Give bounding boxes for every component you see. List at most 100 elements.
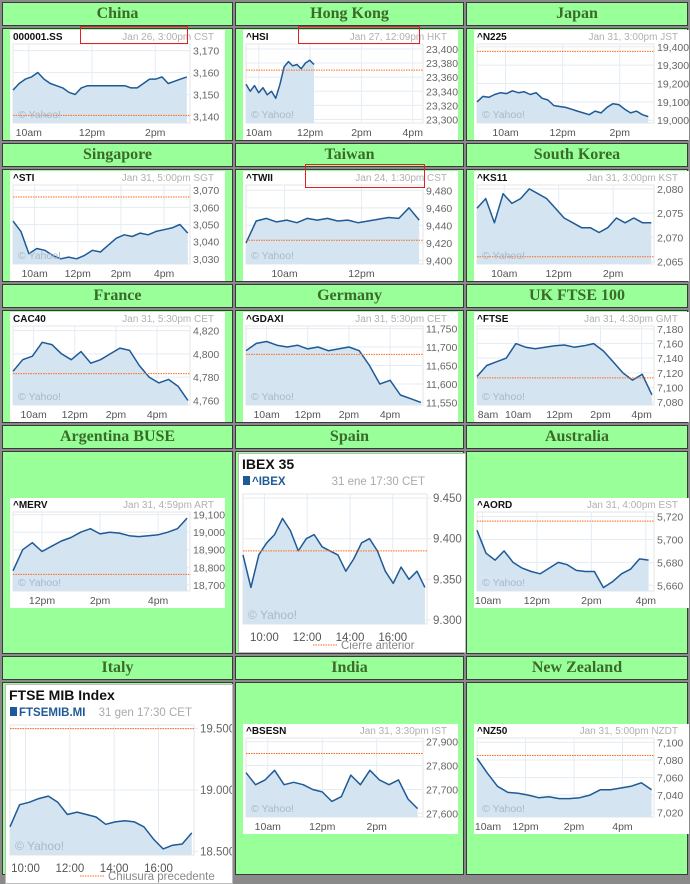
y-tick-label: 9,480 — [426, 185, 452, 197]
series-line — [12, 517, 188, 571]
series-area — [13, 220, 188, 264]
x-tick-label: 12pm — [297, 127, 324, 139]
chart-widget[interactable]: 5,660 5,680 5,700 5,720 10am 12pm 2pm 4pm © Yaho… — [474, 497, 689, 608]
series-line — [9, 795, 193, 850]
series-line — [12, 341, 189, 401]
market-title: Hong Kong — [235, 2, 464, 26]
chart-widget[interactable]: 18,700 18,800 18,900 19,000 19,100 12pm 2pm 4pm… — [10, 497, 225, 608]
series-line — [476, 529, 649, 588]
y-tick-label: 3,050 — [193, 219, 219, 231]
chart-widget[interactable]: 7,020 7,040 7,060 7,080 7,100 10am 12pm 2pm 4pm ©… — [474, 723, 689, 834]
x-tick-label: 10am — [16, 127, 43, 139]
chart-cell: 19,000 19,100 19,200 19,300 19,400 10am 12pm 2p… — [466, 28, 689, 141]
x-tick-label: 10am — [255, 821, 282, 833]
y-tick-label: 9,440 — [426, 220, 452, 232]
timestamp: Jan 31, 5:30pm CET — [122, 314, 214, 325]
y-tick-label: 27,800 — [426, 760, 458, 772]
market-title: UK FTSE 100 — [466, 284, 688, 308]
x-tick-label: 4pm — [380, 409, 401, 421]
symbol-label: ^N225 — [477, 32, 507, 43]
x-tick-label: 12pm — [295, 409, 322, 421]
x-tick-label: 2pm — [603, 268, 624, 280]
series-line — [12, 220, 189, 260]
yahoo-watermark: © Yahoo! — [482, 391, 525, 403]
symbol-label: CAC40 — [13, 314, 46, 325]
chart-cell: 5,660 5,680 5,700 5,720 10am 12pm 2pm 4pm © Yaho… — [466, 451, 689, 654]
market-title: Italy — [2, 656, 233, 680]
y-tick-label: 27,700 — [426, 784, 458, 796]
symbol-label: FTSEMIB.MI — [19, 707, 85, 719]
chart-widget[interactable]: 19,000 19,100 19,200 19,300 19,400 10am 12pm 2p… — [474, 29, 689, 140]
market-title: Taiwan — [235, 143, 464, 167]
y-tick-label: 19,100 — [657, 96, 689, 108]
chart-widget[interactable]: 3,140 3,150 3,160 3,170 10am 12pm 2pm © Yahoo! 0… — [10, 25, 225, 140]
yahoo-watermark: © Yahoo! — [251, 391, 294, 403]
series-area — [13, 72, 187, 123]
chart-widget[interactable]: 18.500 19.000 19.500 10:00 12:00 14:00 16:00 © … — [5, 684, 233, 884]
x-tick-label: 10am — [21, 268, 48, 280]
chart-widget[interactable]: 7,080 7,100 7,120 7,140 7,160 7,180 8am 10am 12p… — [474, 311, 689, 422]
chart-widget[interactable]: 2,065 2,070 2,075 2,080 10am 12pm 2pm © Yahoo! ^… — [474, 170, 689, 281]
series-line — [476, 89, 649, 117]
market-title: Germany — [235, 284, 464, 308]
x-tick-label: 10am — [505, 409, 532, 421]
y-tick-label: 19,400 — [657, 41, 689, 53]
chart-widget[interactable]: 27,600 27,700 27,800 27,900 10am 12pm 2pm © Yah… — [243, 723, 458, 834]
chart-cell: 9.300 9.350 9.400 9.450 10:00 12:00 14:00 16:00… — [235, 451, 466, 654]
x-tick-label: 10am — [20, 409, 47, 421]
y-tick-label: 19.500 — [200, 724, 232, 736]
line-chart: 23,300 23,320 23,340 23,360 23,380 23,400 10am… — [245, 32, 458, 139]
y-tick-label: 9.450 — [433, 493, 462, 505]
y-tick-label: 2,075 — [657, 208, 683, 220]
chart-cell: 18,700 18,800 18,900 19,000 19,100 12pm 2pm 4pm… — [2, 451, 233, 654]
y-tick-label: 19,300 — [657, 60, 689, 72]
series-line — [476, 342, 653, 395]
x-tick-label: 4pm — [154, 268, 175, 280]
y-tick-label: 3,040 — [193, 236, 219, 248]
chart-widget[interactable]: 4,760 4,780 4,800 4,820 10am 12pm 2pm 4pm © Yaho… — [10, 311, 225, 422]
y-tick-label: 4,780 — [193, 372, 219, 384]
series-line — [245, 58, 315, 99]
timestamp: Jan 26, 3:00pm CST — [122, 32, 214, 43]
symbol-label: ^IBEX — [252, 476, 286, 488]
series-line — [245, 340, 422, 403]
timestamp: Jan 31, 4:59pm ART — [123, 500, 214, 511]
line-chart: 2,065 2,070 2,075 2,080 10am 12pm 2pm © Yahoo! ^… — [476, 173, 683, 280]
y-tick-label: 19,000 — [657, 115, 689, 127]
symbol-label: ^HSI — [246, 32, 269, 43]
y-tick-label: 9.300 — [433, 615, 462, 627]
chart-widget[interactable]: 11,550 11,600 11,650 11,700 11,750 10am 12pm 2p… — [243, 311, 458, 422]
x-tick-label: 2pm — [111, 268, 132, 280]
y-tick-label: 27,600 — [426, 808, 458, 820]
series-line — [476, 757, 653, 799]
y-tick-label: 7,180 — [657, 323, 683, 335]
chart-widget[interactable]: 9.300 9.350 9.400 9.450 10:00 12:00 14:00 16:00… — [238, 453, 466, 653]
timestamp: Jan 31, 4:30pm GMT — [584, 314, 678, 325]
y-tick-label: 3,060 — [193, 202, 219, 214]
symbol-label: 000001.SS — [13, 32, 63, 43]
chart-widget[interactable]: 3,030 3,040 3,050 3,060 3,070 10am 12pm 2pm 4pm ©… — [10, 170, 225, 281]
x-tick-label: 12pm — [29, 595, 56, 607]
x-tick-label: 2pm — [90, 595, 111, 607]
x-tick-label: 10am — [271, 268, 298, 280]
chart-cell: 7,080 7,100 7,120 7,140 7,160 7,180 8am 10am 12p… — [466, 310, 689, 423]
timestamp: Jan 31, 5:00pm SGT — [122, 173, 214, 184]
y-tick-label: 2,065 — [657, 256, 683, 268]
index-name: IBEX 35 — [242, 456, 294, 472]
y-tick-label: 7,140 — [657, 353, 683, 365]
timestamp: 31 gen 17:30 CET — [99, 707, 192, 719]
symbol-label: ^TWII — [246, 173, 273, 184]
x-tick-label: 12:00 — [293, 632, 322, 644]
x-tick-label: 4pm — [147, 409, 168, 421]
y-tick-label: 3,160 — [193, 67, 219, 79]
y-tick-label: 19,100 — [193, 509, 225, 521]
x-tick-label: 4pm — [631, 409, 652, 421]
y-tick-label: 5,680 — [657, 557, 683, 569]
y-tick-label: 18,700 — [193, 579, 225, 591]
market-title: Japan — [466, 2, 688, 26]
x-tick-label: 16:00 — [144, 863, 173, 875]
chart-widget[interactable]: 9,400 9,420 9,440 9,460 9,480 10am 12pm © Yahoo… — [243, 163, 458, 281]
x-tick-label: 14:00 — [336, 632, 365, 644]
chart-widget[interactable]: 23,300 23,320 23,340 23,360 23,380 23,400 10am… — [243, 25, 458, 140]
